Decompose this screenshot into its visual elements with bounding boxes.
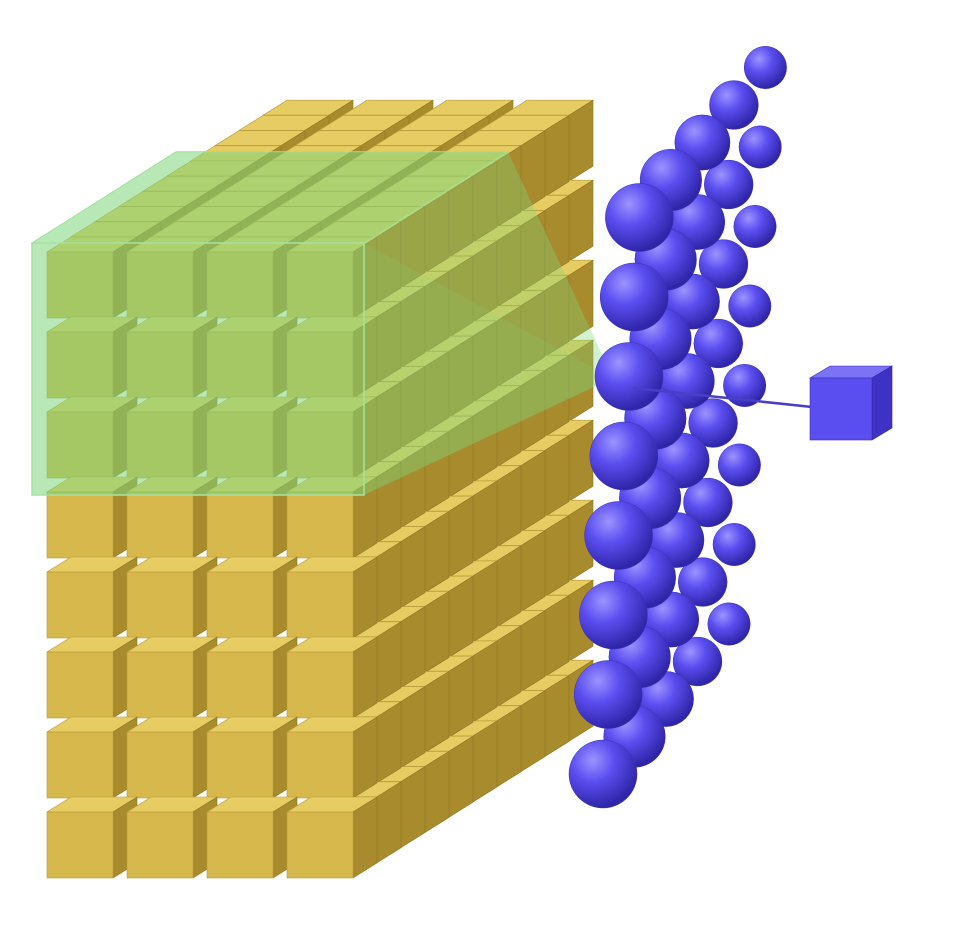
neuron-sphere xyxy=(738,125,782,169)
neuron-sphere xyxy=(728,284,772,328)
neuron-sphere xyxy=(599,262,669,332)
input-cube xyxy=(205,716,299,799)
receptive-field-projection xyxy=(364,243,613,495)
neuron-sphere xyxy=(698,239,749,289)
input-cube xyxy=(125,556,219,639)
neuron-sphere xyxy=(733,205,777,248)
neuron-sphere xyxy=(743,46,787,89)
input-cube xyxy=(285,716,379,799)
neuron-sphere xyxy=(678,557,728,607)
input-cube xyxy=(205,556,299,639)
input-cube xyxy=(125,716,219,799)
neuron-sphere xyxy=(584,501,653,570)
neuron-sphere xyxy=(672,636,723,687)
input-cube xyxy=(45,556,139,639)
input-cube xyxy=(125,796,219,879)
neuron-sphere xyxy=(712,523,756,566)
neuron-sphere xyxy=(573,660,643,729)
neuron-sphere xyxy=(579,580,648,650)
input-cube xyxy=(285,556,379,639)
output-unit xyxy=(632,365,894,441)
neuron-sphere xyxy=(709,80,759,130)
input-cube xyxy=(205,796,299,879)
neuron-sphere xyxy=(594,342,664,411)
output-connector xyxy=(632,386,813,409)
neuron-sphere xyxy=(717,443,761,487)
input-cube xyxy=(45,796,139,879)
neuron-sphere xyxy=(568,739,638,809)
input-cube xyxy=(285,796,379,879)
neuron-sphere xyxy=(707,602,751,646)
neuron-sphere xyxy=(589,421,659,491)
receptive-field xyxy=(30,151,613,496)
input-cube xyxy=(45,636,139,719)
neuron-sphere xyxy=(693,318,743,369)
receptive-field-projection-top xyxy=(364,151,613,378)
neuron-sphere xyxy=(683,477,733,528)
neuron-sphere xyxy=(704,159,754,210)
neuron-layer xyxy=(568,46,787,809)
input-cube xyxy=(125,636,219,719)
output-cube xyxy=(808,365,894,441)
input-cube xyxy=(45,716,139,799)
input-cube xyxy=(205,636,299,719)
receptive-field-front xyxy=(31,242,365,496)
neuron-sphere xyxy=(605,183,674,252)
neuron-sphere xyxy=(688,398,738,448)
neuron-sphere xyxy=(723,364,767,407)
input-cube xyxy=(285,636,379,719)
